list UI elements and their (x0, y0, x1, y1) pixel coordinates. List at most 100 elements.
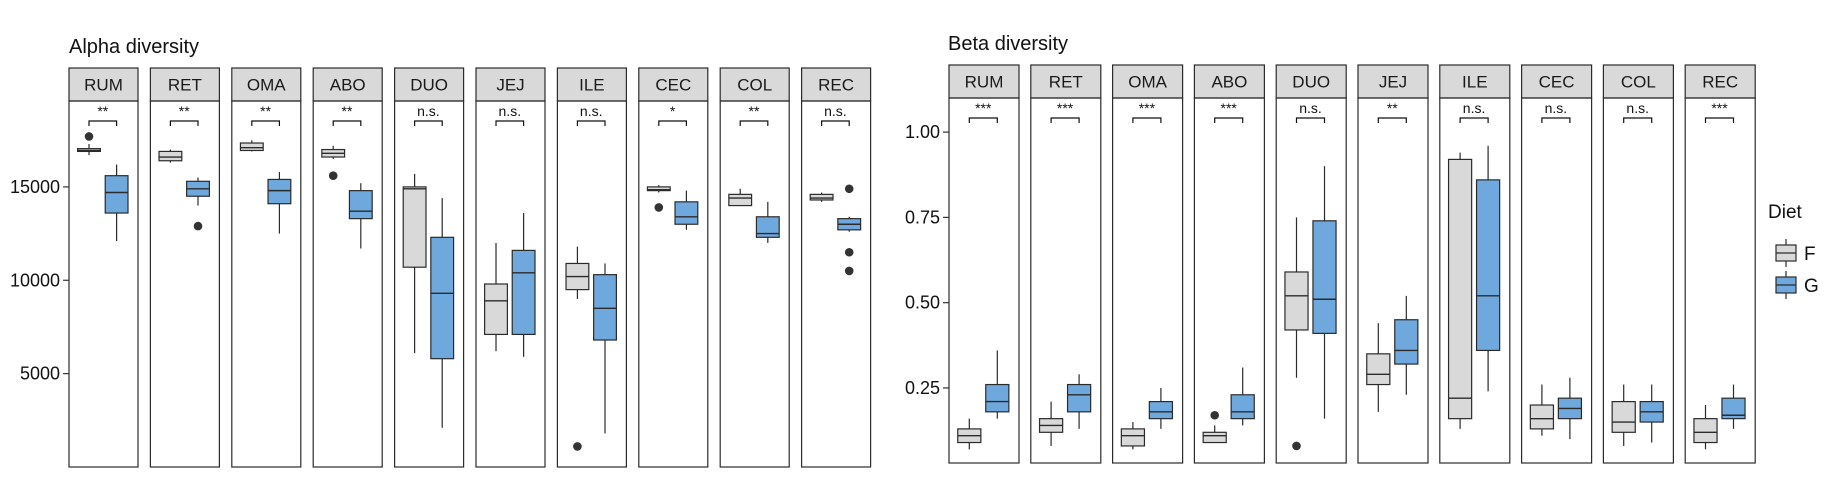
outlier-point (654, 203, 664, 212)
significance-label: *** (1057, 100, 1074, 116)
outlier-point (84, 132, 94, 141)
box-iqr (1312, 220, 1337, 334)
facet-plot-frame (1439, 97, 1511, 464)
alpha-ytick-label: 15000 (10, 177, 60, 197)
facet-plot-frame (638, 100, 709, 468)
beta-facet-col: COL n.s. (1602, 64, 1675, 464)
facet-strip-label: RUM (965, 73, 1004, 92)
facet-strip (948, 64, 1020, 99)
box-iqr (1366, 353, 1391, 386)
box-iqr (755, 216, 780, 238)
facet-plot-frame (475, 100, 546, 468)
box-iqr (1202, 431, 1227, 444)
box-f (1284, 217, 1309, 451)
outlier-point (193, 221, 203, 231)
box-f (957, 418, 982, 450)
box-g (1639, 384, 1664, 443)
box-g (1394, 295, 1419, 395)
facet-strip-label: JEJ (1379, 73, 1407, 92)
facet-strip (312, 67, 383, 102)
box-f (1202, 410, 1227, 444)
box-iqr (430, 236, 455, 360)
significance-label: *** (1139, 100, 1156, 116)
box-iqr (1066, 383, 1092, 413)
facet-plot-frame (719, 100, 790, 468)
box-g (593, 263, 617, 434)
significance-bracket (1295, 117, 1326, 123)
significance-label: ** (1387, 100, 1398, 116)
alpha-facet-rum: RUM ** (68, 67, 139, 468)
facet-strip-label: RUM (84, 76, 123, 95)
significance-bracket (576, 120, 606, 126)
box-g (104, 164, 129, 242)
facet-strip (719, 67, 790, 102)
significance-label: ** (179, 103, 190, 119)
facet-plot-frame (1520, 97, 1593, 464)
facet-plot-frame (1602, 97, 1675, 464)
facet-plot-frame (800, 100, 872, 468)
facet-strip-label: RET (168, 76, 202, 95)
significance-bracket (88, 120, 118, 126)
significance-label: n.s. (580, 103, 603, 119)
box-f (728, 188, 753, 207)
box-iqr (985, 383, 1010, 413)
box-iqr (1284, 271, 1309, 331)
beta-facet-oma: OMA *** (1111, 64, 1184, 464)
box-g (511, 213, 536, 357)
outlier-point (328, 171, 338, 180)
legend-item-f: F (1775, 239, 1816, 267)
significance-label: n.s. (499, 103, 522, 119)
facet-plot-frame (556, 100, 628, 468)
beta-facet-rum: RUM *** (948, 64, 1020, 464)
box-f (1447, 152, 1473, 429)
significance-bracket (968, 117, 998, 123)
facet-strip-label: COL (1621, 73, 1656, 92)
significance-bracket (495, 120, 525, 126)
outlier-point (573, 442, 582, 451)
box-g (674, 190, 699, 230)
facet-strip (1030, 64, 1102, 99)
facet-plot-frame (312, 100, 383, 468)
box-iqr (402, 186, 427, 268)
significance-bracket (1704, 117, 1735, 123)
facet-plot-frame (1111, 97, 1184, 464)
box-iqr (511, 249, 536, 336)
legend-item-g: G (1775, 271, 1819, 299)
box-iqr (158, 150, 183, 162)
significance-bracket (1214, 117, 1244, 123)
outlier-point (844, 247, 854, 257)
facet-strip-label: ILE (579, 76, 605, 95)
significance-bracket (1377, 117, 1407, 123)
box-iqr (104, 175, 129, 214)
facet-plot-frame (1684, 97, 1756, 464)
alpha-panel-title: Alpha diversity (69, 36, 199, 58)
box-f (402, 173, 427, 354)
significance-bracket (1132, 117, 1162, 123)
significance-bracket (251, 120, 281, 126)
box-iqr (484, 283, 508, 336)
facet-strip-label: REC (818, 76, 854, 95)
beta-diversity-panel: 0.250.500.751.00RUM***RET***OMA***ABO***… (905, 64, 1756, 464)
box-iqr (1120, 428, 1146, 447)
box-iqr (1721, 397, 1746, 420)
significance-bracket (739, 120, 769, 126)
beta-ytick-label: 0.25 (905, 378, 940, 398)
box-g (1557, 377, 1583, 440)
box-g (837, 184, 862, 276)
beta-ytick-label: 0.75 (905, 207, 940, 227)
box-iqr (267, 178, 292, 205)
box-iqr (1447, 158, 1473, 420)
box-f (1693, 405, 1718, 450)
significance-label: n.s. (1299, 100, 1322, 116)
significance-bracket (1623, 117, 1653, 123)
facet-plot-frame (1275, 97, 1347, 464)
box-g (1312, 166, 1337, 419)
alpha-facet-abo: ABO ** (312, 67, 383, 468)
box-iqr (728, 193, 753, 207)
outlier-point (1292, 441, 1301, 451)
legend-items: FG (1775, 239, 1819, 299)
facet-plot-frame (231, 100, 302, 468)
legend-label: G (1804, 276, 1819, 297)
alpha-facet-jej: JEJ n.s. (475, 67, 546, 468)
